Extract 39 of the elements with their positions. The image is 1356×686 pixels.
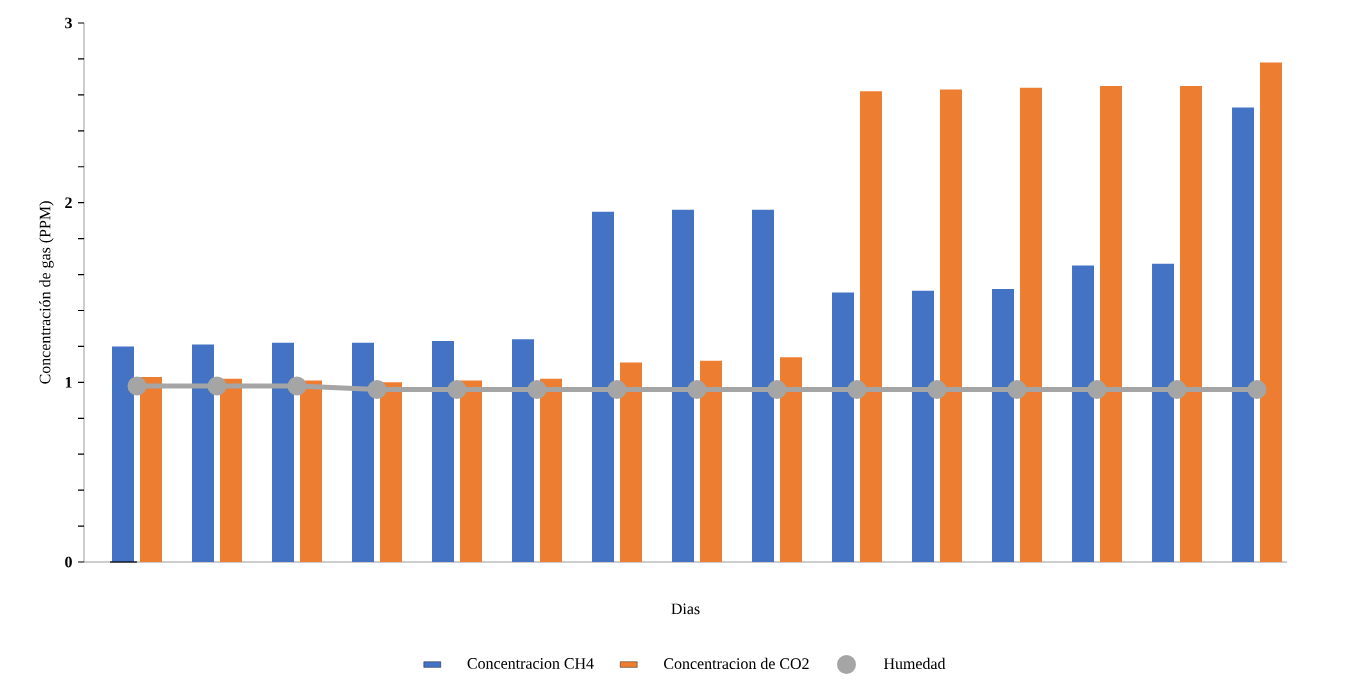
y-tick-label: 3 (65, 17, 72, 29)
legend-label: Humedad (883, 657, 946, 670)
y-tick-label: 0 (65, 556, 72, 568)
bar (592, 211, 615, 563)
bar (1072, 265, 1095, 563)
bar (1180, 85, 1203, 563)
bar (1260, 62, 1283, 563)
bar (300, 380, 323, 563)
bar (1152, 263, 1175, 563)
bar (272, 342, 295, 563)
bar (512, 339, 535, 563)
bar (540, 378, 563, 563)
bar (112, 346, 134, 563)
bar (1232, 107, 1255, 563)
bar (860, 91, 883, 563)
y-axis-title: Concentración de gas (PPM) (39, 201, 54, 384)
bar (940, 89, 963, 563)
bar (752, 209, 775, 563)
y-tick-label: 1 (65, 377, 72, 388)
x-axis-title: Dias (671, 603, 700, 615)
legend-label: Concentracion de CO2 (664, 657, 809, 670)
bar (832, 292, 855, 563)
y-tick-label: 2 (65, 197, 72, 208)
bar (1020, 87, 1043, 563)
bar (432, 341, 455, 563)
bar (140, 376, 162, 563)
bar (192, 344, 214, 563)
bar (780, 357, 803, 563)
bar (220, 378, 243, 563)
bar (912, 290, 935, 563)
bar (620, 362, 643, 563)
bar (352, 342, 375, 563)
legend-label: Concentracion CH4 (467, 658, 594, 669)
bar (700, 360, 723, 563)
bar (460, 380, 483, 563)
bar (672, 209, 695, 563)
bar (380, 382, 403, 563)
bar (1100, 85, 1123, 563)
bar (992, 288, 1015, 563)
